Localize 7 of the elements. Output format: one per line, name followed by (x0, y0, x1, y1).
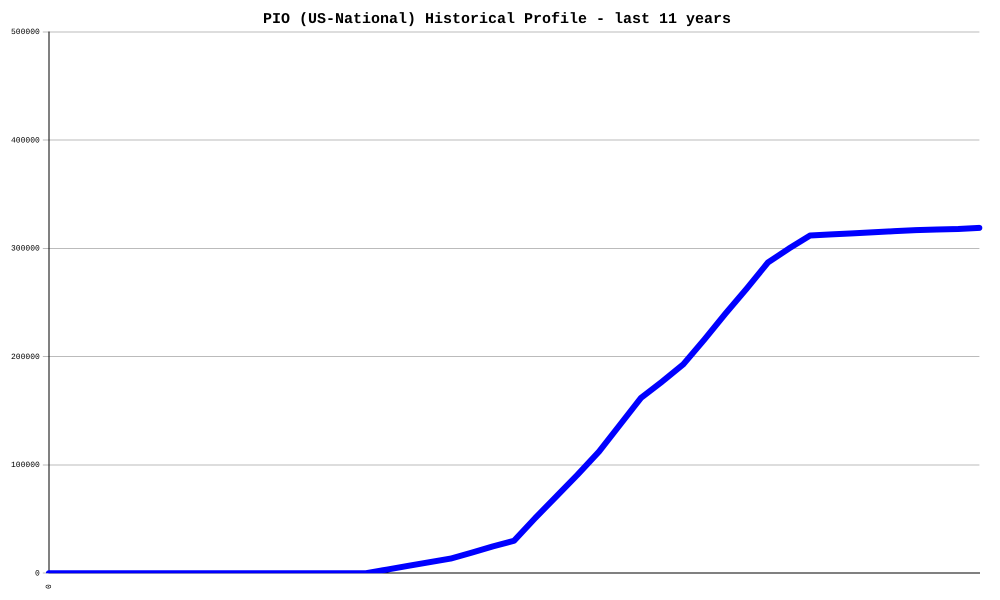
y-tick-label: 300000 (10, 244, 40, 254)
y-tick-label: 400000 (10, 136, 40, 146)
y-tick-label: 100000 (10, 461, 40, 470)
y-tick-label: 500000 (10, 28, 40, 38)
chart-title: PIO (US-National) Historical Profile - last 11 years (262, 10, 732, 28)
y-tick-label: 0 (34, 569, 40, 578)
y-tick-label: 200000 (10, 352, 40, 362)
